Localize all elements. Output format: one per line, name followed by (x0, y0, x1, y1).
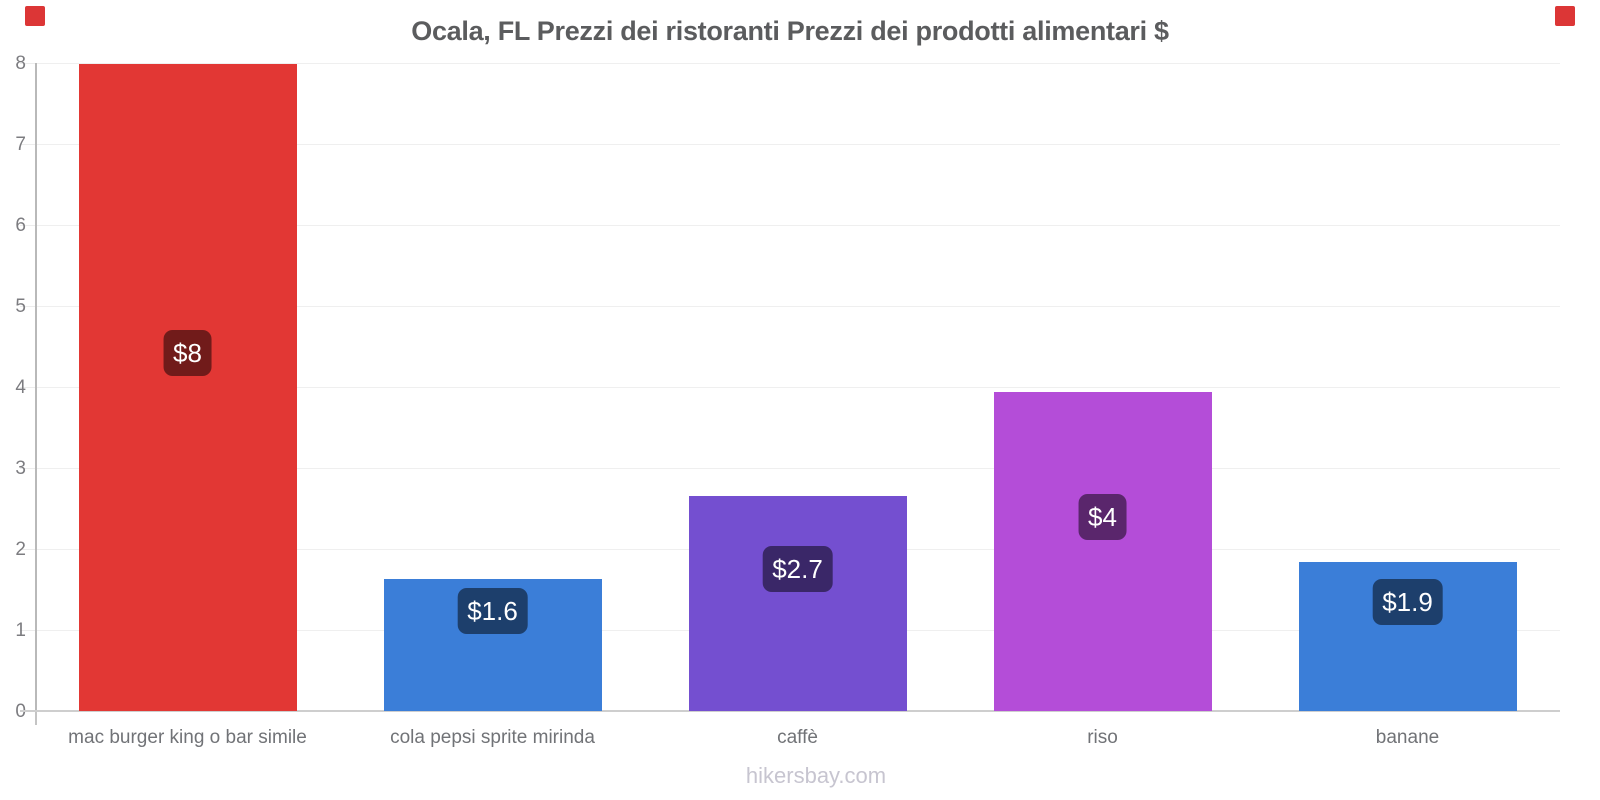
y-axis-tick-label: 5 (15, 296, 26, 317)
gridline (35, 63, 1560, 64)
y-axis-tick-label: 7 (15, 134, 26, 155)
bar-value-label: $2.7 (762, 546, 833, 592)
x-axis-category-label: cola pepsi sprite mirinda (390, 727, 595, 748)
y-axis-tick-label: 2 (15, 539, 26, 560)
bar-value-label: $1.9 (1372, 579, 1443, 625)
x-axis-category-label: riso (1087, 727, 1118, 748)
corner-marker-right (1555, 6, 1575, 26)
x-axis-category-label: caffè (777, 727, 818, 748)
gridline (35, 306, 1560, 307)
x-axis-edge-tick (35, 712, 37, 725)
bar-1[interactable] (79, 64, 297, 711)
y-axis-tick-label: 6 (15, 215, 26, 236)
x-axis-category-label: banane (1375, 727, 1440, 748)
y-axis-tick-label: 1 (15, 620, 26, 641)
gridline (35, 225, 1560, 226)
y-axis-tick-label: 0 (0, 702, 26, 722)
corner-marker-left (25, 6, 45, 26)
y-axis-tick (20, 144, 35, 145)
y-axis-tick-label: 3 (15, 458, 26, 479)
y-axis-tick (20, 549, 35, 550)
chart-title: Ocala, FL Prezzi dei ristoranti Prezzi d… (411, 16, 1169, 46)
y-axis-line (35, 63, 37, 724)
y-axis-tick (20, 225, 35, 226)
gridline (35, 387, 1560, 388)
bar-4[interactable] (994, 392, 1212, 711)
y-axis-tick (20, 387, 35, 388)
watermark: hikersbay.com (745, 763, 887, 788)
gridline (35, 144, 1560, 145)
x-axis-line (20, 710, 1560, 712)
y-axis-tick (20, 306, 35, 307)
y-axis-tick-label: 4 (15, 377, 26, 398)
y-axis-tick (20, 468, 35, 469)
y-axis-tick (20, 630, 35, 631)
bar-value-label: $4 (1078, 494, 1127, 540)
x-axis-category-label: mac burger king o bar simile (68, 727, 307, 748)
bar-value-label: $1.6 (457, 588, 528, 634)
gridline (35, 468, 1560, 469)
bar-3[interactable] (689, 496, 907, 711)
bar-value-label: $8 (163, 330, 212, 376)
y-axis-tick (20, 63, 35, 64)
y-axis-tick-label: 8 (15, 53, 26, 74)
